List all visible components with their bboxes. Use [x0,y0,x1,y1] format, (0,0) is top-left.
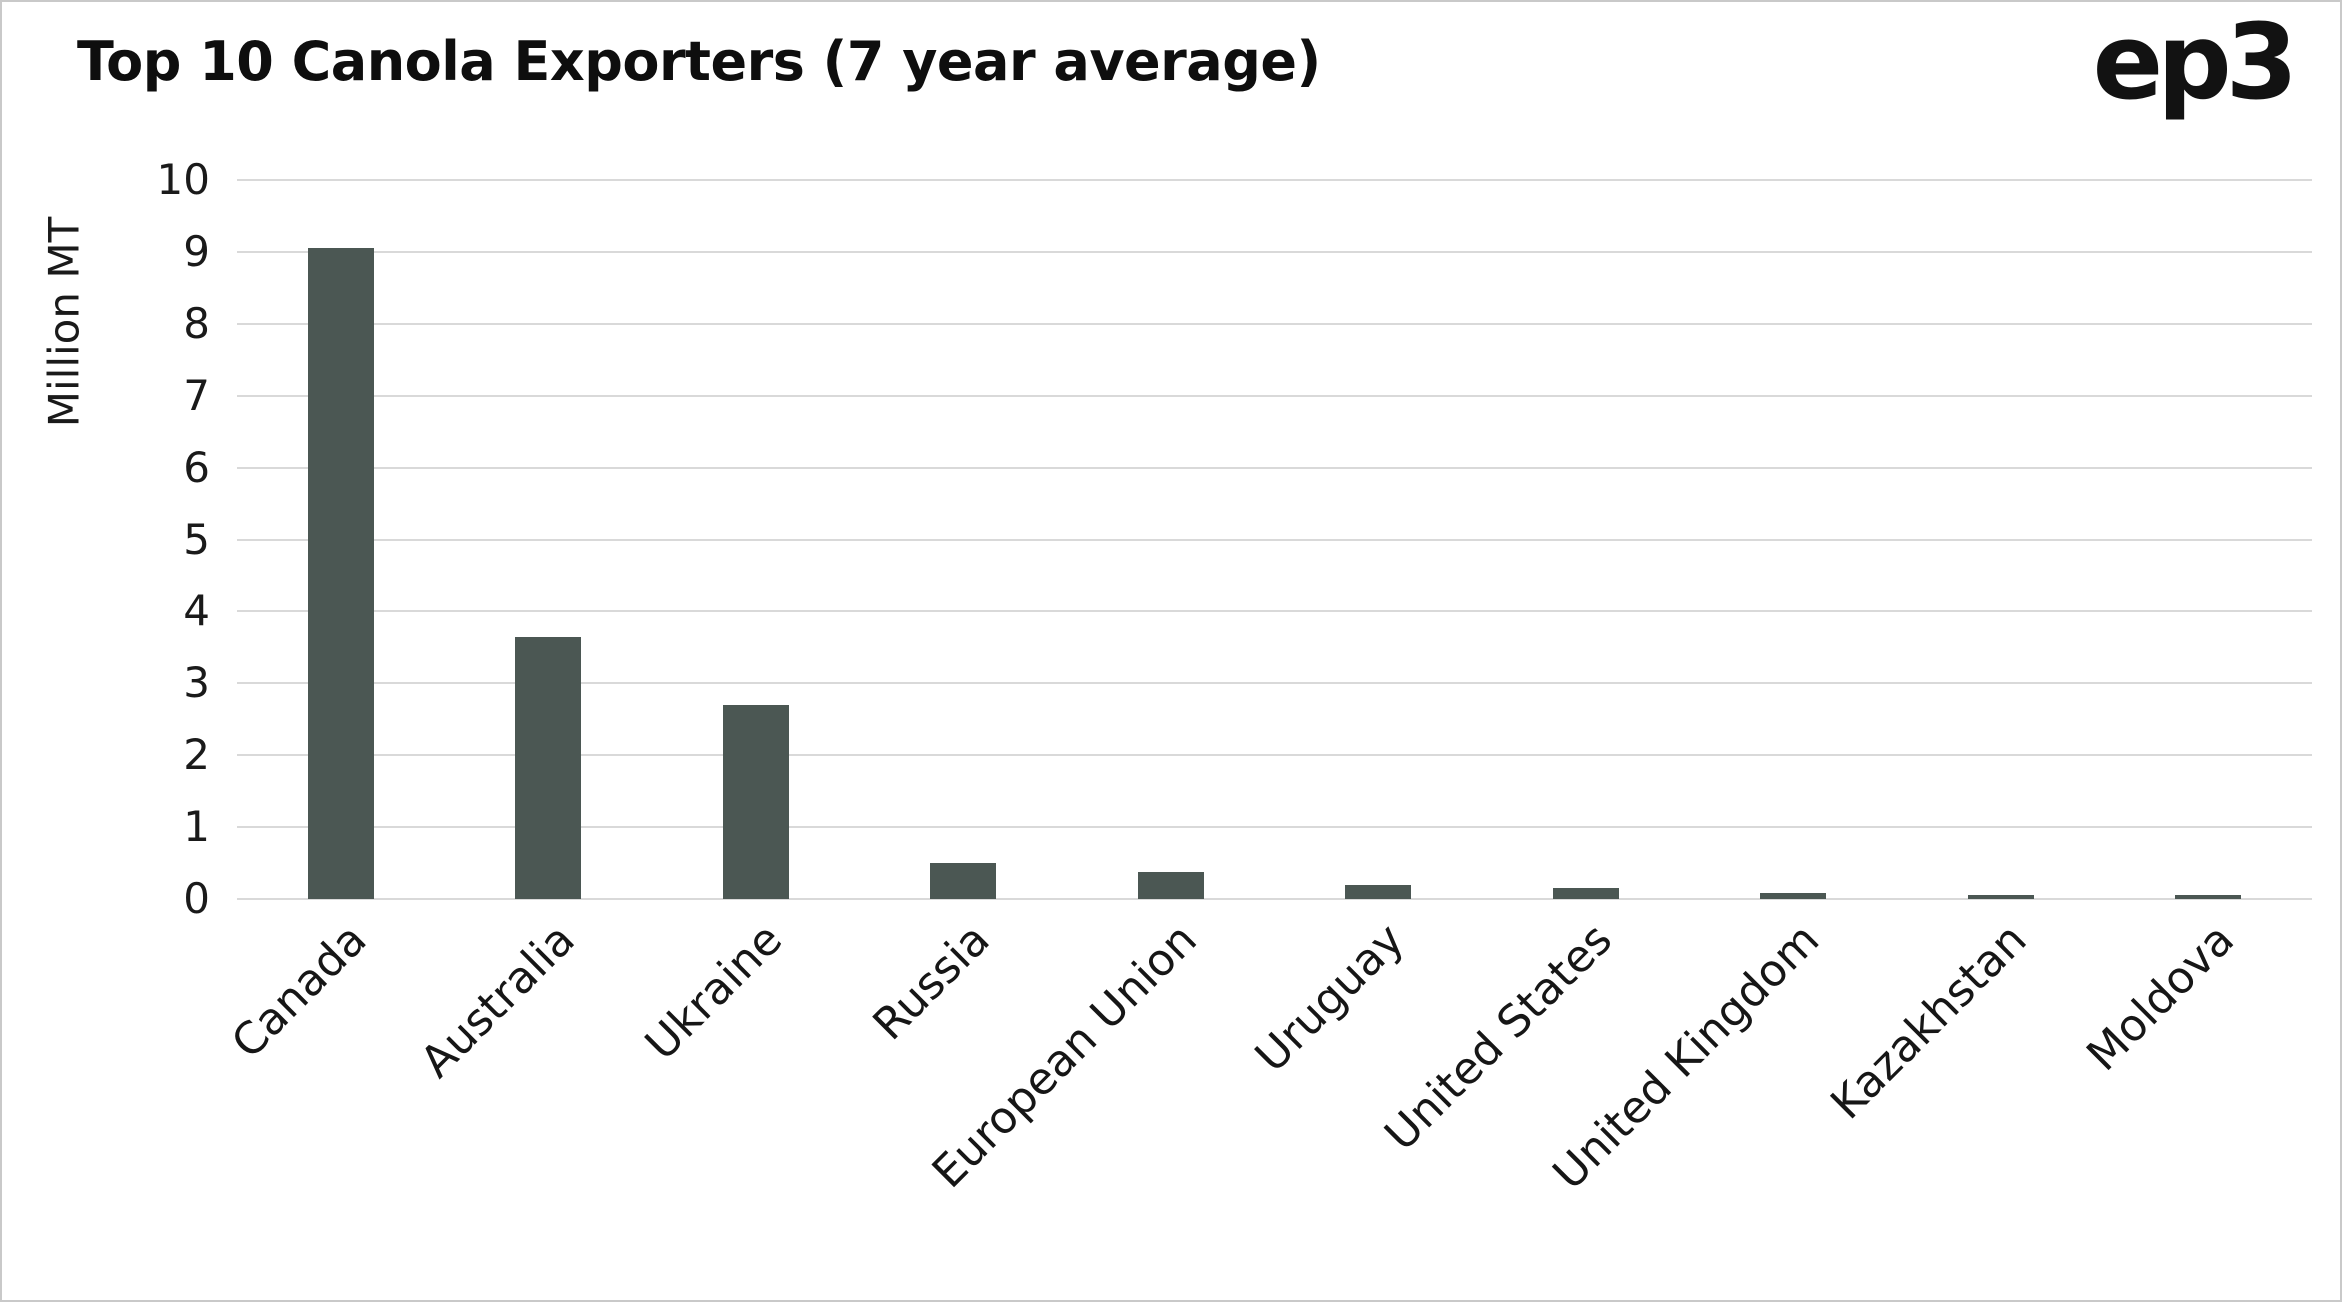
bar-canada [307,248,374,899]
y-axis-title: Million MT [39,216,89,428]
x-label-uruguay: Uruguay [1246,914,1415,1083]
gridline-9 [237,250,2312,253]
y-tick-label-8: 8 [183,298,210,348]
y-tick-label-0: 0 [183,874,210,923]
gridline-6 [237,466,2312,469]
bar-european-union [1137,871,1204,899]
bar-moldova [2175,895,2242,899]
bar-russia [930,863,997,899]
y-tick-label-2: 2 [183,730,210,780]
ep3-logo: ep3 [2092,1,2298,123]
gridline-2 [237,754,2312,757]
y-tick-label-5: 5 [183,514,210,564]
gridline-5 [237,538,2312,541]
x-label-russia: Russia [863,914,1000,1051]
bar-uruguay [1345,884,1412,899]
y-tick-label-3: 3 [183,658,210,708]
x-label-ukraine: Ukraine [635,914,792,1071]
y-tick-label-1: 1 [183,802,210,852]
x-label-australia: Australia [410,914,585,1088]
y-tick-label-7: 7 [183,370,210,420]
bar-kazakhstan [1967,894,2034,899]
gridline-10 [237,179,2312,181]
bar-australia [515,636,582,899]
x-axis-labels: Canada Australia Ukraine Russia European Uni… [222,914,2312,1294]
y-tick-label-4: 4 [183,586,210,636]
x-label-moldova: Moldova [2077,914,2245,1081]
chart-title: Top 10 Canola Exporters (7 year average) [77,30,1321,93]
plot-area [237,179,2312,900]
y-tick-label-6: 6 [183,442,210,492]
bar-ukraine [722,704,789,899]
y-tick-label-10: 10 [156,155,210,204]
gridline-7 [237,394,2312,397]
gridline-4 [237,610,2312,613]
bar-united-states [1552,888,1619,899]
gridline-1 [237,826,2312,829]
y-tick-label-9: 9 [183,226,210,276]
bar-united-kingdom [1760,893,1827,899]
gridline-0 [237,898,2312,900]
x-label-kazakhstan: Kazakhstan [1821,914,2037,1130]
gridline-3 [237,682,2312,685]
y-axis-ticks: 0 1 2 3 4 5 6 7 8 9 10 [92,156,210,923]
x-label-canada: Canada [222,914,377,1069]
gridline-8 [237,322,2312,325]
